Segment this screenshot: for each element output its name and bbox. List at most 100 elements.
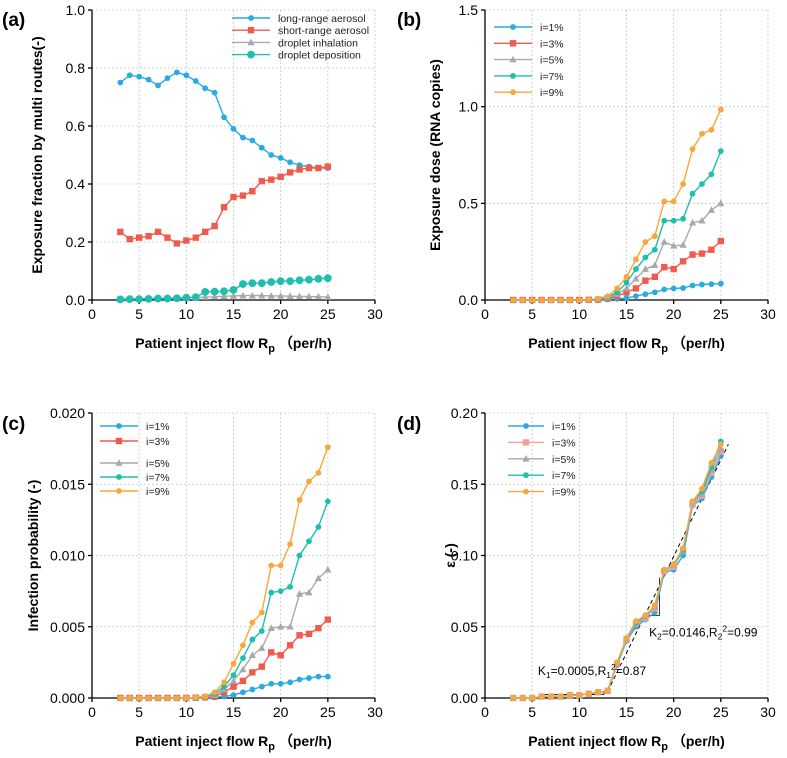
data-point <box>708 459 715 466</box>
y-tick-label: 0.8 <box>66 60 86 76</box>
data-point <box>192 78 199 84</box>
legend-marker <box>116 488 122 494</box>
data-point <box>267 292 275 299</box>
data-point <box>651 289 658 296</box>
legend-marker <box>523 472 529 479</box>
data-point <box>296 632 303 639</box>
legend: i=1% i=3% i=5% i=7% i=9% <box>494 22 564 99</box>
data-point <box>689 282 696 289</box>
data-point <box>163 294 172 303</box>
legend-item-i=1%: i=1% <box>494 22 564 34</box>
data-point <box>614 659 620 666</box>
y-tick-label: 0.6 <box>66 118 86 134</box>
data-point <box>689 251 696 258</box>
legend-item-i=7%: i=7% <box>100 472 170 484</box>
data-point <box>698 216 706 224</box>
x-axis-label: Patient inject flow Rp （per/h) <box>528 733 725 753</box>
panel-0: 0 5 10 15 20 25 30 0.0 0.2 0.4 0.6 0.8 1.0 Patient in… <box>2 2 383 355</box>
data-point <box>623 295 630 301</box>
data-point <box>230 692 237 699</box>
data-point <box>717 280 724 287</box>
legend-marker <box>116 474 122 480</box>
x-tick-label: 0 <box>88 306 96 322</box>
data-point <box>249 686 256 693</box>
legend-label: i=7% <box>540 71 564 83</box>
legend-label: i=9% <box>552 487 576 499</box>
data-point <box>268 680 275 687</box>
data-point <box>595 689 602 696</box>
legend-marker <box>509 40 517 47</box>
data-point <box>699 281 705 288</box>
data-point <box>661 217 668 224</box>
legend-marker <box>115 437 123 445</box>
y-tick-label: 0.2 <box>66 234 86 250</box>
data-point <box>632 285 640 292</box>
x-tick-label: 15 <box>226 306 242 322</box>
data-point <box>305 164 313 172</box>
legend-label: i=1% <box>540 22 564 34</box>
data-point <box>576 297 583 303</box>
data-point <box>239 665 247 673</box>
legend-label: i=7% <box>552 470 576 482</box>
data-point <box>211 89 218 96</box>
y-axis-label: ε (-) <box>442 543 458 568</box>
data-point <box>268 176 275 183</box>
data-point <box>323 274 332 283</box>
data-point <box>538 693 545 700</box>
data-point <box>651 246 658 253</box>
data-point <box>220 287 228 296</box>
y-axis-label: Exposure fraction by multi routes(-) <box>29 36 45 273</box>
legend-label: i=1% <box>552 421 576 433</box>
data-point <box>230 683 237 690</box>
data-point <box>229 285 238 294</box>
data-point <box>268 649 275 656</box>
data-point <box>708 126 715 133</box>
x-tick-label: 25 <box>320 306 336 322</box>
fit-line-fit-2 <box>607 444 729 692</box>
data-point <box>661 286 668 293</box>
data-point <box>295 276 304 285</box>
y-tick-label: 0.000 <box>50 690 85 706</box>
data-point <box>699 181 705 187</box>
data-point <box>632 274 640 282</box>
data-point <box>221 679 227 686</box>
data-point <box>651 233 658 240</box>
data-point <box>249 619 256 626</box>
data-point <box>202 693 209 700</box>
data-point <box>221 683 227 690</box>
data-point <box>633 293 639 300</box>
data-point <box>240 134 246 141</box>
data-point <box>305 292 313 300</box>
data-point <box>305 630 313 638</box>
data-point <box>277 562 284 569</box>
legend-label: i=9% <box>540 87 564 99</box>
data-point <box>116 295 125 304</box>
series-line <box>513 150 722 301</box>
x-tick-label: 5 <box>135 704 143 720</box>
legend-item-i=1%: i=1% <box>100 421 170 433</box>
data-point <box>287 541 293 547</box>
legend-item-i=9%: i=9% <box>508 487 576 499</box>
legend-label: long-range aerosol <box>278 13 366 25</box>
data-point <box>717 148 724 155</box>
data-point <box>268 562 275 569</box>
data-point <box>680 215 686 222</box>
data-point <box>182 293 191 302</box>
data-point <box>286 169 294 176</box>
data-point <box>576 692 583 699</box>
data-point <box>708 171 715 178</box>
data-point <box>202 85 209 92</box>
x-tick-label: 25 <box>320 704 336 720</box>
data-point <box>707 206 715 213</box>
data-point <box>202 228 209 236</box>
data-point <box>315 524 322 530</box>
data-point <box>688 218 697 226</box>
legend-item-i=7%: i=7% <box>494 71 564 83</box>
legend-marker <box>116 423 122 429</box>
data-point <box>257 279 266 288</box>
data-point <box>154 294 162 303</box>
data-point <box>642 291 649 298</box>
data-point <box>324 163 332 170</box>
data-point <box>174 69 180 76</box>
data-point <box>557 693 564 700</box>
